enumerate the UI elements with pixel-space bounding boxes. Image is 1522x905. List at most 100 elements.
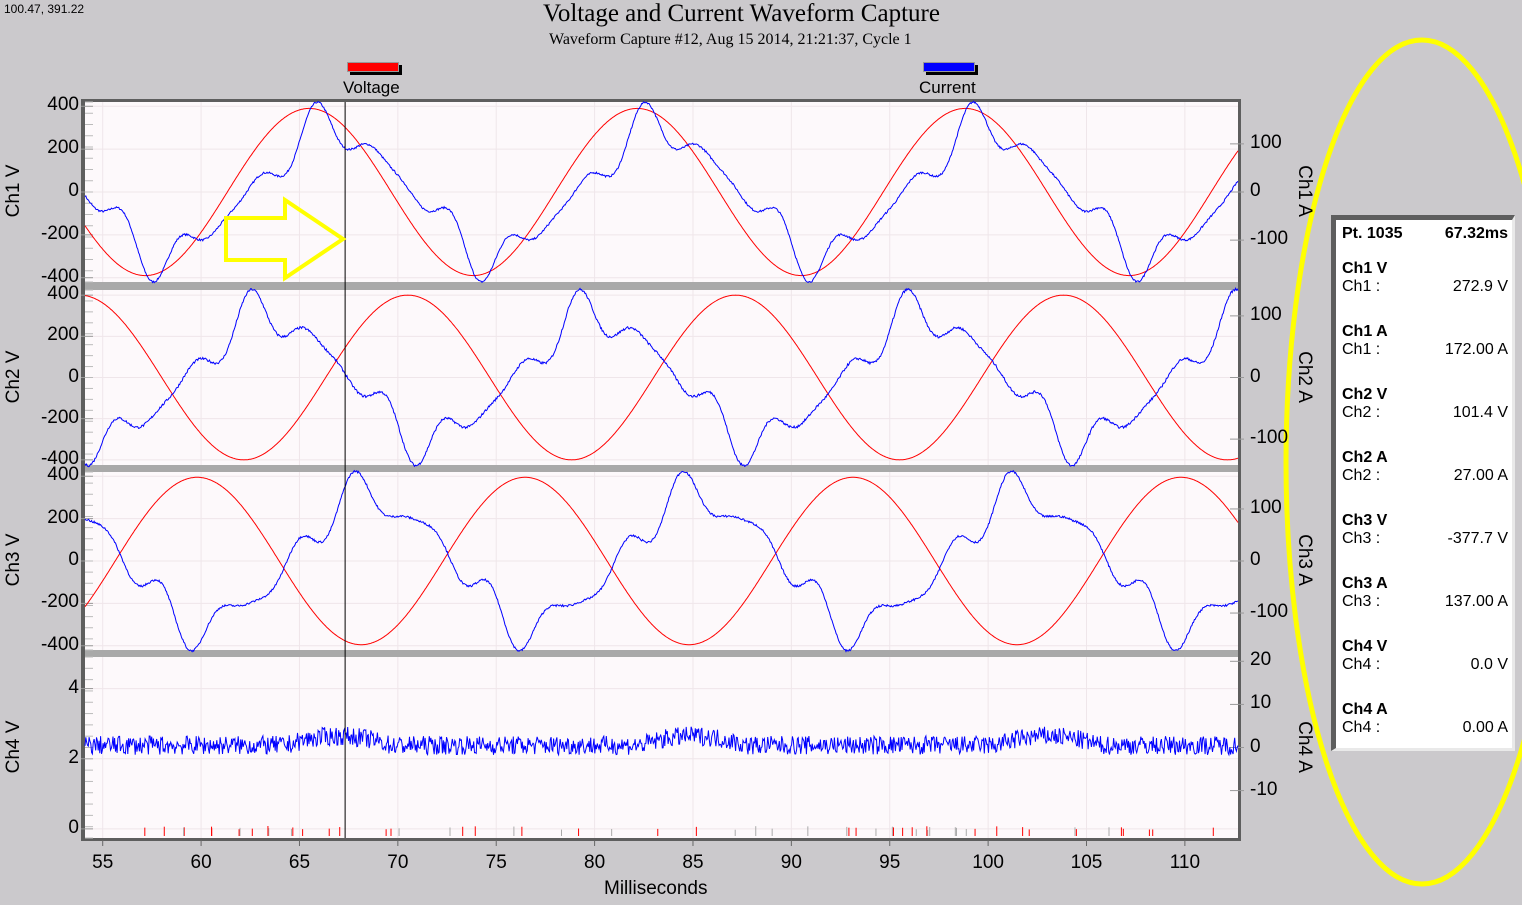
y2-tick-label: 10 <box>1250 692 1272 714</box>
chart-title: Voltage and Current Waveform Capture <box>543 0 940 27</box>
panel-separator <box>85 282 1238 290</box>
y-tick-label: -200 <box>40 591 79 613</box>
y-tick-label: -200 <box>40 222 79 244</box>
y2-tick-label: 100 <box>1250 303 1282 325</box>
ellipse-annotation <box>1283 37 1522 887</box>
readout-channel-name: Ch4 V <box>1342 638 1388 655</box>
readout-channel-name: Ch1 V <box>1342 260 1388 277</box>
readout-value: 0.0 V <box>1470 656 1508 673</box>
legend-swatch-current[interactable] <box>923 62 975 72</box>
y2-tick-label: -10 <box>1250 778 1278 800</box>
y-tick-label: 0 <box>68 180 79 201</box>
left-axis-title: Ch1 V <box>3 164 24 218</box>
current-series-ch2 <box>84 286 1239 468</box>
readout-group: Ch2 V Ch2 : 101.4 V <box>1342 386 1508 422</box>
readout-header: Pt. 1035 67.32ms <box>1342 225 1508 243</box>
legend-label-current: Current <box>919 78 976 97</box>
right-axis-title: Ch1 A <box>1294 165 1315 217</box>
current-series-ch1 <box>84 100 1239 284</box>
y2-tick-label: -100 <box>1250 427 1289 449</box>
readout-group: Ch3 A Ch3 : 137.00 A <box>1342 575 1508 611</box>
y-tick-label: 400 <box>47 464 79 486</box>
readout-group: Ch3 V Ch3 : -377.7 V <box>1342 512 1508 548</box>
readout-value: 101.4 V <box>1452 404 1508 421</box>
readout-group: Ch1 V Ch1 : 272.9 V <box>1342 260 1508 296</box>
cursor-coordinate-readout: 100.47, 391.22 <box>4 2 85 16</box>
voltage-series-ch2 <box>84 294 1239 461</box>
arrow-annotation-icon <box>224 196 347 282</box>
y-tick-label: -400 <box>40 447 79 469</box>
y-tick-label: 400 <box>47 94 79 116</box>
readout-group: Ch4 A Ch4 : 0.00 A <box>1342 701 1508 737</box>
readout-value: 272.9 V <box>1452 278 1508 295</box>
x-tick-label: 100 <box>972 852 1004 873</box>
current-series-ch3 <box>84 469 1239 653</box>
y2-tick-label: 0 <box>1250 180 1261 201</box>
y2-tick-label: 0 <box>1250 549 1261 570</box>
y2-tick-label: -100 <box>1250 228 1289 250</box>
x-axis-title: Milliseconds <box>604 878 708 899</box>
y-tick-label: 0 <box>68 549 79 570</box>
readout-channel-name: Ch2 A <box>1342 449 1388 466</box>
readout-row: Ch2 : 27.00 A <box>1342 467 1508 485</box>
left-axis-title: Ch2 V <box>3 350 24 403</box>
x-tick-label: 70 <box>387 852 409 873</box>
readout-group: Ch4 V Ch4 : 0.0 V <box>1342 638 1508 674</box>
readout-value: 137.00 A <box>1444 593 1508 610</box>
readout-row: Ch4 : 0.0 V <box>1342 656 1508 674</box>
left-axis-title: Ch4 V <box>3 720 24 773</box>
readout-point: Pt. 1035 <box>1342 225 1403 242</box>
readout-value: 172.00 A <box>1444 341 1508 358</box>
readout-value: 0.00 A <box>1462 719 1508 736</box>
legend-swatch-voltage[interactable] <box>347 62 399 72</box>
readout-row: Ch3 : -377.7 V <box>1342 530 1508 548</box>
y-tick-label: 2 <box>68 746 79 768</box>
legend-label-voltage: Voltage <box>343 78 400 97</box>
y-tick-label: -200 <box>40 406 79 428</box>
right-axis-title: Ch3 A <box>1294 534 1315 586</box>
x-tick-label: 65 <box>288 852 311 873</box>
right-axis-title: Ch4 A <box>1294 720 1315 773</box>
readout-channel-name: Ch4 A <box>1342 701 1388 718</box>
chart-subtitle: Waveform Capture #12, Aug 15 2014, 21:21… <box>549 31 912 48</box>
y2-tick-label: 100 <box>1250 496 1282 518</box>
y-tick-label: -400 <box>40 633 79 655</box>
readout-group: Ch2 A Ch2 : 27.00 A <box>1342 449 1508 485</box>
right-axis-title: Ch2 A <box>1294 350 1315 403</box>
readout-label: Ch2 : <box>1342 404 1381 421</box>
x-tick-label: 55 <box>92 852 114 873</box>
voltage-series-ch1 <box>84 107 1239 277</box>
x-tick-label: 75 <box>485 852 507 873</box>
readout-label: Ch1 : <box>1342 341 1381 358</box>
y-tick-label: 4 <box>68 676 79 698</box>
readout-label: Ch3 : <box>1342 593 1381 610</box>
x-tick-label: 80 <box>584 852 606 873</box>
y2-tick-label: -100 <box>1250 601 1289 623</box>
panel-separator <box>85 650 1238 657</box>
readout-time: 67.32ms <box>1444 225 1508 242</box>
x-tick-label: 105 <box>1070 852 1103 873</box>
left-axis-title: Ch3 V <box>3 533 24 587</box>
y-tick-label: 200 <box>47 506 79 528</box>
y2-tick-label: 20 <box>1250 649 1272 671</box>
y2-tick-label: 100 <box>1250 131 1282 153</box>
readout-value: 27.00 A <box>1453 467 1508 484</box>
panel-background-4 <box>85 657 1238 838</box>
readout-channel-name: Ch3 V <box>1342 512 1388 529</box>
readout-value: -377.7 V <box>1447 530 1508 547</box>
readout-label: Ch1 : <box>1342 278 1381 295</box>
readout-label: Ch4 : <box>1342 656 1381 673</box>
y-tick-label: 200 <box>47 324 79 346</box>
y2-tick-label: 0 <box>1250 365 1261 387</box>
readout-row: Ch3 : 137.00 A <box>1342 593 1508 611</box>
x-tick-label: 90 <box>780 852 802 873</box>
readout-label: Ch2 : <box>1342 467 1381 484</box>
readout-label: Ch4 : <box>1342 719 1381 736</box>
y-tick-label: 200 <box>47 137 79 159</box>
readout-channel-name: Ch3 A <box>1342 575 1388 592</box>
y2-tick-label: 0 <box>1250 735 1261 757</box>
y-tick-label: -400 <box>40 265 79 287</box>
x-tick-label: 60 <box>190 852 212 873</box>
